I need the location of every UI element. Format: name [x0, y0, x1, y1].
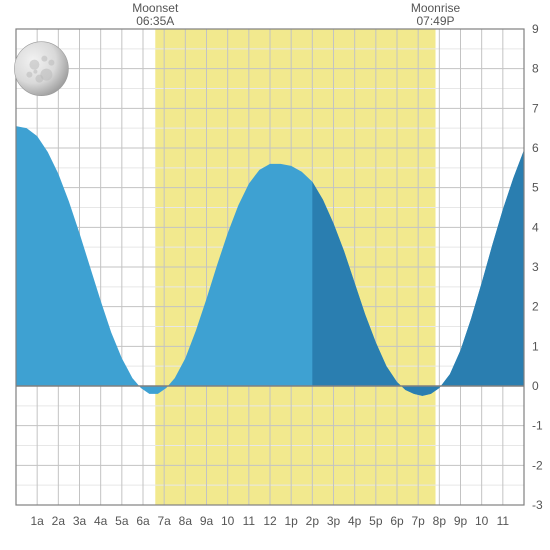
y-tick-label: -3 — [532, 498, 543, 512]
tide-chart: -3-2-101234567891a2a3a4a5a6a7a8a9a101112… — [0, 0, 550, 550]
y-tick-label: 1 — [532, 339, 539, 353]
x-tick-label: 9p — [454, 514, 468, 528]
y-tick-label: 2 — [532, 300, 539, 314]
x-tick-label: 1p — [284, 514, 298, 528]
x-tick-label: 9a — [200, 514, 214, 528]
x-tick-label: 10 — [475, 514, 489, 528]
y-tick-label: 5 — [532, 181, 539, 195]
x-tick-label: 4p — [348, 514, 362, 528]
moonset-time: 06:35A — [136, 14, 174, 28]
x-tick-label: 2p — [306, 514, 320, 528]
x-tick-label: 7p — [411, 514, 425, 528]
moon-icon — [14, 42, 68, 96]
x-tick-label: 8p — [433, 514, 447, 528]
x-tick-label: 1a — [30, 514, 44, 528]
x-tick-label: 10 — [221, 514, 235, 528]
y-tick-label: 0 — [532, 379, 539, 393]
y-tick-label: 3 — [532, 260, 539, 274]
y-tick-label: 6 — [532, 141, 539, 155]
x-tick-label: 12 — [263, 514, 277, 528]
x-tick-label: 6a — [136, 514, 150, 528]
y-tick-label: 8 — [532, 62, 539, 76]
x-tick-label: 8a — [179, 514, 193, 528]
moonrise-time: 07:49P — [416, 14, 454, 28]
x-tick-label: 5p — [369, 514, 383, 528]
y-tick-label: 7 — [532, 101, 539, 115]
x-tick-label: 6p — [390, 514, 404, 528]
x-tick-label: 3p — [327, 514, 341, 528]
x-tick-label: 4a — [94, 514, 108, 528]
x-tick-label: 11 — [497, 514, 510, 528]
moonrise-title: Moonrise — [411, 1, 461, 15]
y-tick-label: 9 — [532, 22, 539, 36]
x-tick-label: 7a — [157, 514, 171, 528]
y-tick-label: -1 — [532, 419, 543, 433]
x-tick-label: 2a — [52, 514, 66, 528]
y-tick-label: -2 — [532, 458, 543, 472]
x-tick-label: 5a — [115, 514, 129, 528]
x-tick-label: 11 — [243, 514, 256, 528]
y-tick-label: 4 — [532, 220, 539, 234]
moonset-title: Moonset — [132, 1, 179, 15]
x-tick-label: 3a — [73, 514, 87, 528]
chart-svg: -3-2-101234567891a2a3a4a5a6a7a8a9a101112… — [0, 0, 550, 550]
